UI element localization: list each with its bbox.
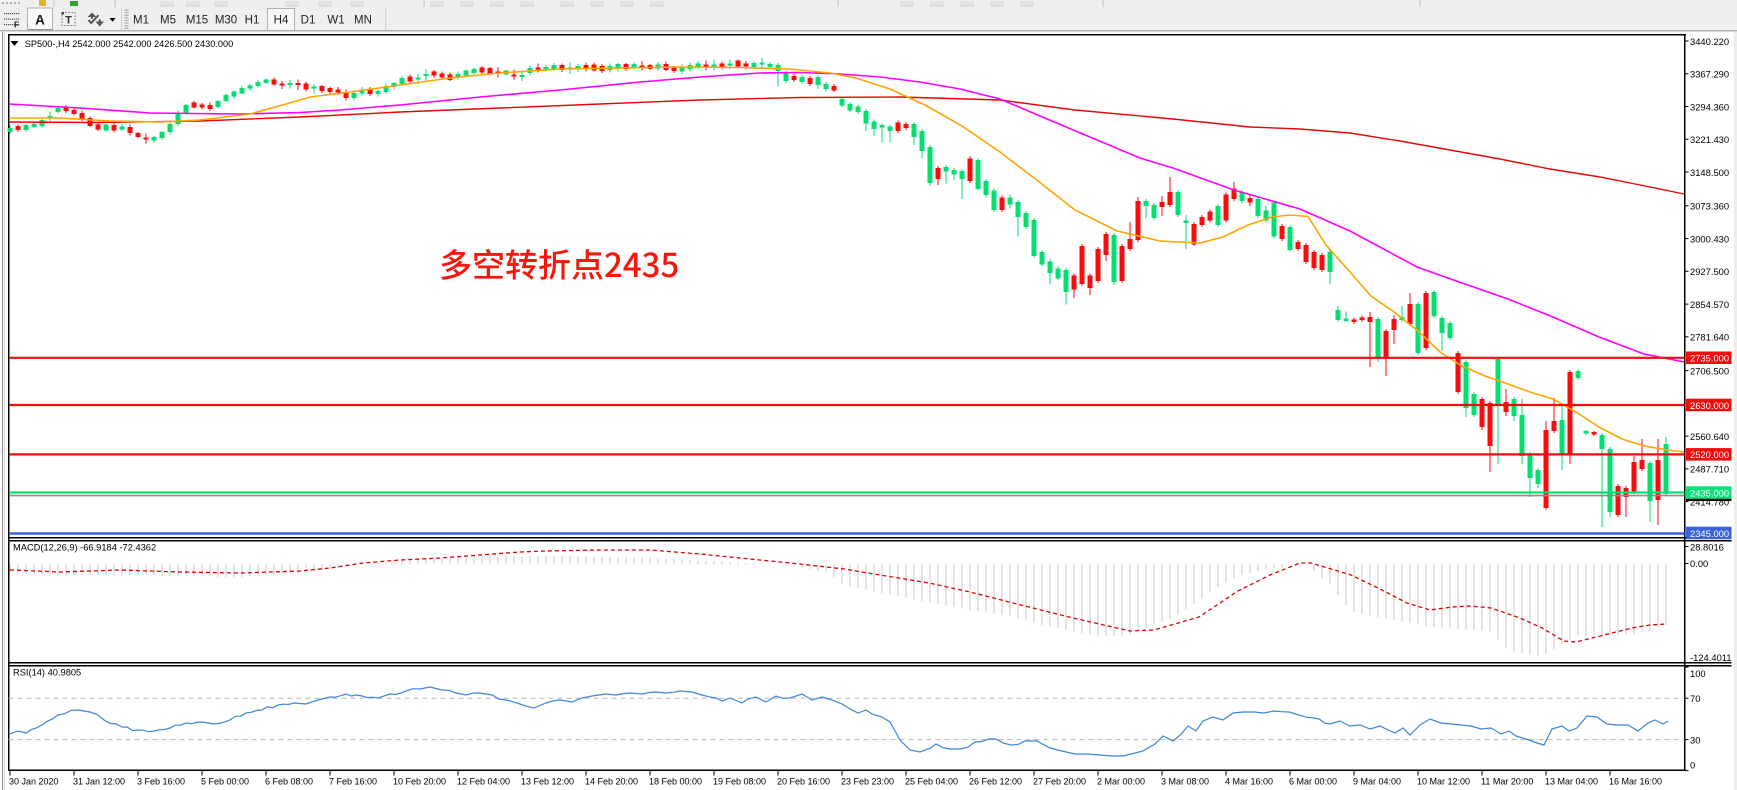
svg-text:28.8016: 28.8016 (1690, 541, 1724, 552)
svg-text:H4: H4 (274, 15, 289, 27)
svg-text:2414.780: 2414.780 (1690, 496, 1729, 507)
svg-text:14 Feb 20:00: 14 Feb 20:00 (585, 776, 638, 786)
svg-text:18 Feb 00:00: 18 Feb 00:00 (649, 776, 702, 786)
svg-text:MACD(12,26,9) -66.9184 -72.436: MACD(12,26,9) -66.9184 -72.4362 (13, 543, 156, 553)
svg-text:27 Feb 20:00: 27 Feb 20:00 (1033, 776, 1086, 786)
svg-text:2781.640: 2781.640 (1690, 332, 1729, 343)
svg-text:30: 30 (1690, 734, 1700, 745)
svg-text:2735.000: 2735.000 (1690, 353, 1729, 364)
svg-text:M15: M15 (186, 15, 208, 27)
svg-text:20 Feb 16:00: 20 Feb 16:00 (777, 776, 830, 786)
svg-text:T: T (65, 15, 72, 27)
svg-text:2630.000: 2630.000 (1690, 400, 1729, 411)
svg-text:A: A (35, 13, 45, 28)
svg-text:7 Feb 16:00: 7 Feb 16:00 (329, 776, 377, 786)
svg-text:W1: W1 (327, 15, 344, 27)
svg-text:11 Mar 20:00: 11 Mar 20:00 (1481, 776, 1533, 786)
svg-text:30 Jan 2020: 30 Jan 2020 (9, 776, 59, 786)
svg-text:2706.500: 2706.500 (1690, 365, 1729, 376)
svg-text:MN: MN (354, 15, 372, 27)
svg-text:2345.000: 2345.000 (1690, 528, 1729, 539)
svg-text:16 Mar 16:00: 16 Mar 16:00 (1609, 776, 1662, 786)
svg-text:2560.640: 2560.640 (1690, 431, 1729, 442)
svg-text:10 Feb 20:00: 10 Feb 20:00 (393, 776, 446, 786)
svg-text:2520.000: 2520.000 (1690, 449, 1729, 460)
svg-text:9 Mar 04:00: 9 Mar 04:00 (1353, 776, 1401, 786)
svg-text:3440.220: 3440.220 (1690, 36, 1729, 47)
svg-text:M5: M5 (160, 15, 176, 27)
svg-text:4 Mar 16:00: 4 Mar 16:00 (1225, 776, 1273, 786)
svg-text:2487.710: 2487.710 (1690, 464, 1729, 475)
svg-text:F: F (14, 20, 19, 30)
svg-text:6 Mar 00:00: 6 Mar 00:00 (1289, 776, 1337, 786)
svg-text:13 Feb 12:00: 13 Feb 12:00 (521, 776, 574, 786)
svg-text:0.00: 0.00 (1690, 558, 1708, 569)
svg-text:70: 70 (1690, 693, 1700, 704)
svg-text:2 Mar 00:00: 2 Mar 00:00 (1097, 776, 1145, 786)
svg-text:-124.4011: -124.4011 (1690, 652, 1732, 663)
svg-text:M1: M1 (133, 15, 149, 27)
svg-text:3148.500: 3148.500 (1690, 167, 1729, 178)
svg-text:5 Feb 00:00: 5 Feb 00:00 (201, 776, 249, 786)
svg-text:2927.500: 2927.500 (1690, 266, 1729, 277)
svg-text:2435.000: 2435.000 (1690, 487, 1729, 498)
svg-text:26 Feb 12:00: 26 Feb 12:00 (969, 776, 1022, 786)
svg-text:3073.360: 3073.360 (1690, 201, 1729, 212)
svg-text:0: 0 (1690, 760, 1695, 771)
svg-text:25 Feb 04:00: 25 Feb 04:00 (905, 776, 958, 786)
svg-text:3 Feb 16:00: 3 Feb 16:00 (137, 776, 185, 786)
svg-text:D1: D1 (301, 15, 316, 27)
svg-text:12 Feb 04:00: 12 Feb 04:00 (457, 776, 510, 786)
svg-text:3 Mar 08:00: 3 Mar 08:00 (1161, 776, 1209, 786)
svg-text:H1: H1 (245, 15, 260, 27)
svg-text:M30: M30 (215, 15, 237, 27)
svg-text:2854.570: 2854.570 (1690, 299, 1729, 310)
svg-text:31 Jan 12:00: 31 Jan 12:00 (73, 776, 125, 786)
svg-text:3367.290: 3367.290 (1690, 69, 1729, 80)
svg-text:6 Feb 08:00: 6 Feb 08:00 (265, 776, 313, 786)
svg-text:3000.430: 3000.430 (1690, 233, 1729, 244)
svg-text:3294.360: 3294.360 (1690, 101, 1729, 112)
svg-text:23 Feb 23:00: 23 Feb 23:00 (841, 776, 894, 786)
svg-text:3221.430: 3221.430 (1690, 134, 1729, 145)
svg-text:13 Mar 04:00: 13 Mar 04:00 (1545, 776, 1598, 786)
svg-text:SP500-,H4 2542.000 2542.000 2: SP500-,H4 2542.000 2542.000 2426.500 243… (25, 39, 233, 49)
svg-text:RSI(14) 40.9805: RSI(14) 40.9805 (13, 668, 81, 678)
svg-text:19 Feb 08:00: 19 Feb 08:00 (713, 776, 766, 786)
svg-text:100: 100 (1690, 668, 1706, 679)
svg-text:10 Mar 12:00: 10 Mar 12:00 (1417, 776, 1470, 786)
